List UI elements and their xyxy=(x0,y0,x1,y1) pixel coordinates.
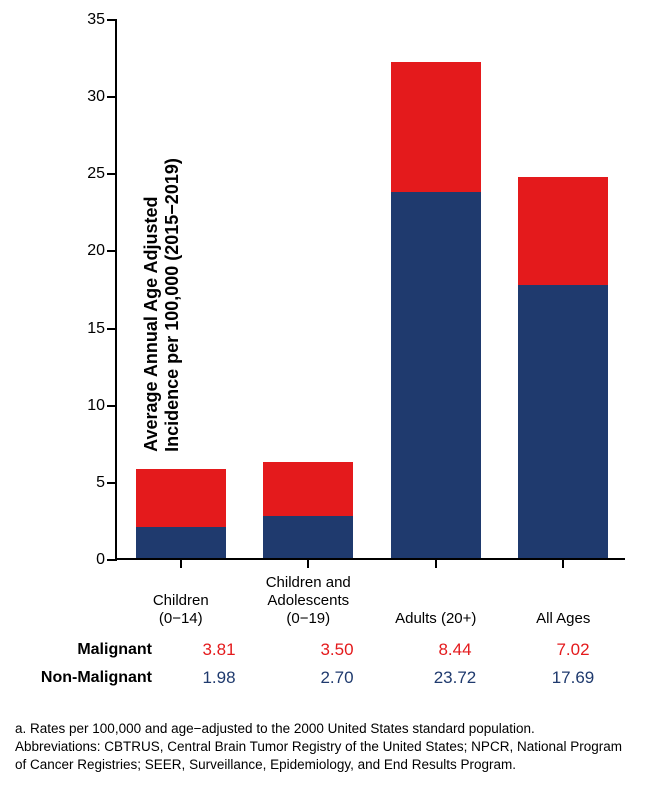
bar-segment-non_malignant xyxy=(136,527,226,558)
plot-area: 05101520253035Children(0−14)Children and… xyxy=(115,20,625,560)
y-tick xyxy=(107,328,117,330)
data-value-table: Malignant3.813.508.447.02 Non-Malignant1.… xyxy=(20,640,634,696)
x-tick-label: Children(0−14) xyxy=(121,592,241,628)
x-tick xyxy=(180,558,182,568)
y-tick-label: 25 xyxy=(72,165,105,183)
bar-segment-malignant xyxy=(518,177,608,285)
bar-segment-malignant xyxy=(391,62,481,192)
row-label: Non-Malignant xyxy=(20,669,160,687)
row-cell: 3.81 xyxy=(160,640,278,660)
x-tick xyxy=(307,558,309,568)
bar-segment-malignant xyxy=(136,469,226,528)
y-tick-label: 0 xyxy=(72,551,105,569)
x-tick xyxy=(562,558,564,568)
bar-segment-non_malignant xyxy=(518,285,608,558)
row-cell: 23.72 xyxy=(396,668,514,688)
y-tick-label: 20 xyxy=(72,242,105,260)
chart-footnotes: a. Rates per 100,000 and age−adjusted to… xyxy=(15,720,635,775)
y-tick-label: 5 xyxy=(72,474,105,492)
y-tick xyxy=(107,482,117,484)
row-cell: 3.50 xyxy=(278,640,396,660)
row-cell: 7.02 xyxy=(514,640,632,660)
bar-segment-non_malignant xyxy=(391,192,481,558)
y-tick-label: 15 xyxy=(72,320,105,338)
incidence-bar-chart: Average Annual Age AdjustedIncidence per… xyxy=(45,10,635,600)
bar-segment-malignant xyxy=(263,462,353,516)
y-tick xyxy=(107,19,117,21)
row-cell: 2.70 xyxy=(278,668,396,688)
bar-segment-non_malignant xyxy=(263,516,353,558)
footnote-a: a. Rates per 100,000 and age−adjusted to… xyxy=(15,720,635,738)
y-tick-label: 35 xyxy=(72,11,105,29)
y-tick xyxy=(107,559,117,561)
x-tick-label: Children andAdolescents(0−19) xyxy=(248,574,368,628)
y-tick xyxy=(107,250,117,252)
y-tick xyxy=(107,405,117,407)
row-cell: 8.44 xyxy=(396,640,514,660)
y-tick-label: 10 xyxy=(72,397,105,415)
y-tick xyxy=(107,173,117,175)
row-label: Malignant xyxy=(20,641,160,659)
x-tick-label: All Ages xyxy=(503,610,623,628)
y-tick xyxy=(107,96,117,98)
y-tick-label: 30 xyxy=(72,88,105,106)
x-tick-label: Adults (20+) xyxy=(376,610,496,628)
row-cell: 17.69 xyxy=(514,668,632,688)
row-cell: 1.98 xyxy=(160,668,278,688)
table-row: Non-Malignant1.982.7023.7217.69 xyxy=(20,668,634,688)
footnote-abbrev: Abbreviations: CBTRUS, Central Brain Tum… xyxy=(15,738,635,774)
x-tick xyxy=(435,558,437,568)
table-row: Malignant3.813.508.447.02 xyxy=(20,640,634,660)
